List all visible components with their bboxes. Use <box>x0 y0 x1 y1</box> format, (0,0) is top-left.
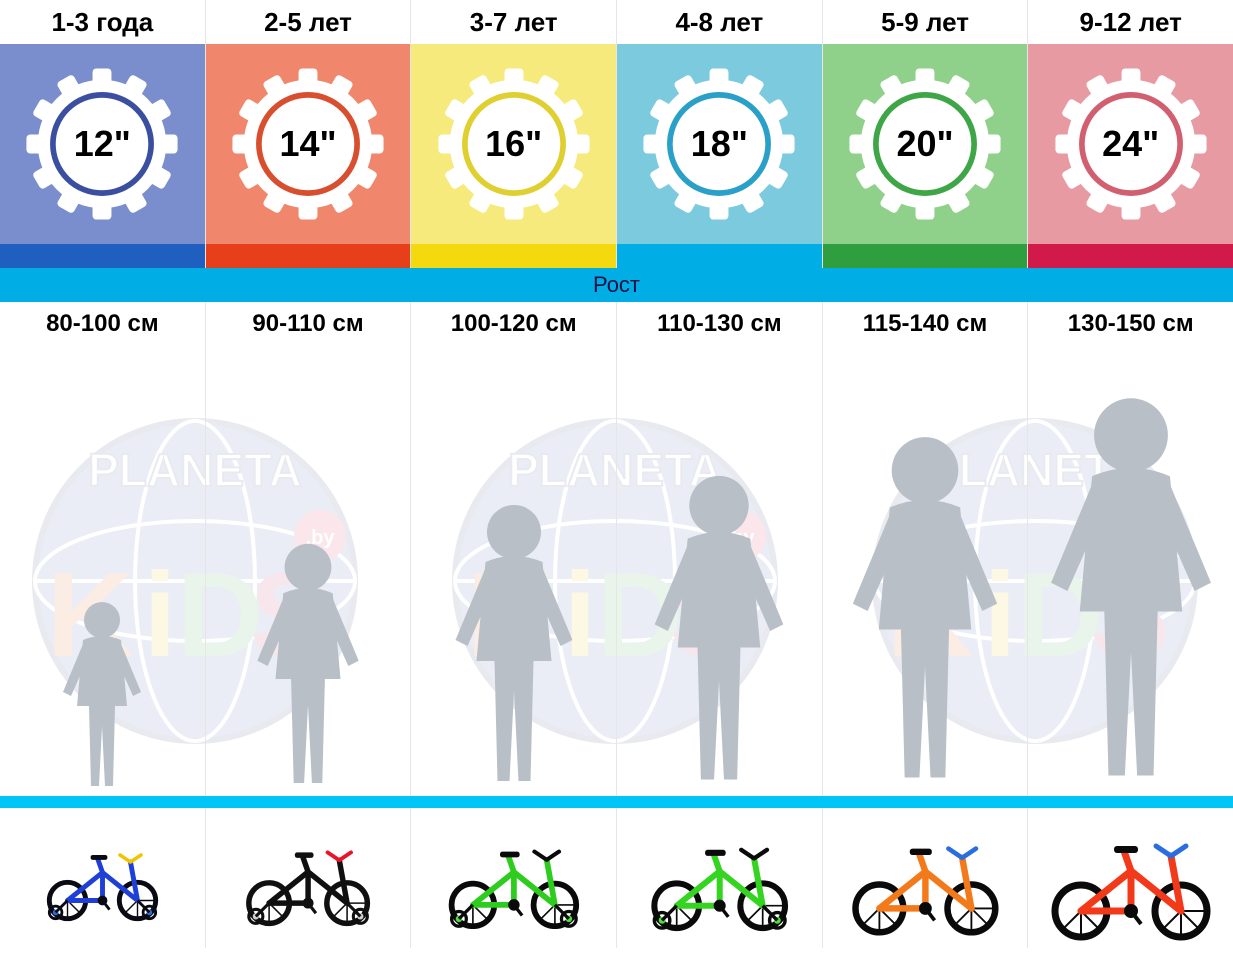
silhouette-cell <box>1028 346 1233 796</box>
age-label: 9-12 лет <box>1028 0 1233 44</box>
accent-bar <box>411 244 617 268</box>
silhouette-cell <box>411 346 617 796</box>
age-label: 4-8 лет <box>617 0 823 44</box>
bike-icon <box>617 808 823 948</box>
wheel-size-tile: 24" <box>1028 44 1233 244</box>
silhouette-row: PLANETA K i D S .by PLANETA K i D S .by … <box>0 346 1233 796</box>
wheel-size-text: 14" <box>279 123 336 165</box>
accent-bar <box>206 244 412 268</box>
wheel-size-tile: 12" <box>0 44 206 244</box>
accent-bar <box>1028 244 1233 268</box>
age-label: 2-5 лет <box>206 0 412 44</box>
silhouette-cell <box>823 346 1029 796</box>
accent-bar <box>0 244 206 268</box>
wheel-size-tile: 18" <box>617 44 823 244</box>
child-silhouette-icon <box>823 426 1027 796</box>
height-bar: Рост <box>0 268 1233 302</box>
divider <box>0 796 1233 808</box>
wheel-size-row: 12" 14" 16" 18" 20" 24" <box>0 44 1233 244</box>
wheel-size-tile: 14" <box>206 44 412 244</box>
wheel-size-tile: 16" <box>411 44 617 244</box>
wheel-size-text: 20" <box>896 123 953 165</box>
bike-icon <box>411 808 617 948</box>
bike-icon <box>1028 808 1233 948</box>
child-silhouette-icon <box>629 466 811 796</box>
wheel-size-tile: 20" <box>823 44 1029 244</box>
height-label: 115-140 см <box>823 302 1029 346</box>
silhouette-cell <box>206 346 412 796</box>
bike-icon <box>0 808 206 948</box>
age-label: 5-9 лет <box>823 0 1029 44</box>
height-bar-label: Рост <box>593 272 640 298</box>
height-label: 100-120 см <box>411 302 617 346</box>
height-label: 80-100 см <box>0 302 206 346</box>
bike-icon <box>206 808 412 948</box>
wheel-size-text: 18" <box>691 123 748 165</box>
height-label: 90-110 см <box>206 302 412 346</box>
height-label: 110-130 см <box>617 302 823 346</box>
age-label: 3-7 лет <box>411 0 617 44</box>
child-silhouette-icon <box>431 496 596 796</box>
child-silhouette-icon <box>1028 386 1233 796</box>
bike-row <box>0 808 1233 948</box>
wheel-size-text: 12" <box>74 123 131 165</box>
accent-bar <box>617 244 823 268</box>
silhouette-cell <box>0 346 206 796</box>
silhouette-cell <box>617 346 823 796</box>
height-label: 130-150 см <box>1028 302 1233 346</box>
accent-row <box>0 244 1233 268</box>
child-silhouette-icon <box>237 536 380 796</box>
wheel-size-text: 24" <box>1102 123 1159 165</box>
age-label: 1-3 года <box>0 0 206 44</box>
bike-icon <box>823 808 1029 948</box>
height-label-row: 80-100 см90-110 см100-120 см110-130 см11… <box>0 302 1233 346</box>
accent-bar <box>823 244 1029 268</box>
child-silhouette-icon <box>47 596 157 796</box>
wheel-size-text: 16" <box>485 123 542 165</box>
bike-size-chart: 1-3 года2-5 лет3-7 лет4-8 лет5-9 лет9-12… <box>0 0 1233 948</box>
age-row: 1-3 года2-5 лет3-7 лет4-8 лет5-9 лет9-12… <box>0 0 1233 44</box>
